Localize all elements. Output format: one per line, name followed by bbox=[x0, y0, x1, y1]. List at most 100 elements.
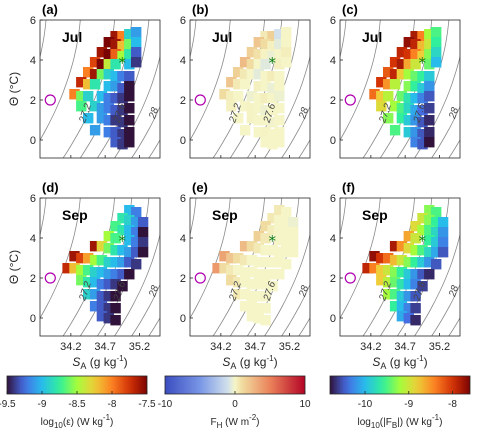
y-tick-label: 6 bbox=[180, 15, 186, 27]
heatmap-cell bbox=[69, 251, 80, 262]
heatmap-cell bbox=[219, 251, 230, 262]
heatmap-cell bbox=[137, 247, 149, 258]
heatmap-cell bbox=[403, 279, 414, 290]
heatmap-cell bbox=[260, 93, 271, 104]
x-tick-label: 34.7 bbox=[94, 341, 115, 353]
heatmap-cell bbox=[124, 269, 135, 280]
heatmap-cell bbox=[267, 269, 278, 280]
heatmap-cell bbox=[274, 29, 285, 40]
panel-plot-area: 27.2 27.6 28 bbox=[40, 198, 161, 336]
heatmap-cell bbox=[69, 89, 80, 100]
heatmap-cell bbox=[274, 49, 285, 60]
heatmap-cell bbox=[260, 233, 271, 244]
isopycnal-label: 28 bbox=[297, 106, 311, 121]
heatmap-cell bbox=[396, 255, 408, 266]
isopycnal-line bbox=[298, 317, 310, 336]
heatmap-cell bbox=[117, 31, 128, 42]
heatmap-cell bbox=[431, 247, 442, 258]
heatmap-cell bbox=[410, 31, 421, 42]
heatmap-cell bbox=[83, 79, 94, 90]
heatmap-cell bbox=[246, 59, 258, 70]
heatmap-cell bbox=[239, 241, 251, 252]
heatmap-cell bbox=[239, 255, 251, 266]
heatmap-cell bbox=[376, 253, 387, 264]
isopycnal-line bbox=[340, 198, 347, 237]
heatmap-cell bbox=[96, 291, 108, 302]
heatmap-cell bbox=[403, 303, 414, 314]
heatmap-cell bbox=[410, 245, 421, 256]
heatmap-cell bbox=[124, 247, 135, 258]
heatmap-cell bbox=[431, 37, 442, 48]
heatmap-cell bbox=[437, 237, 449, 248]
colorbar-label: log10(ε) (W kg-1) bbox=[41, 413, 114, 430]
y-tick-label: 0 bbox=[330, 313, 336, 325]
heatmap-cell bbox=[110, 105, 121, 116]
heatmap-cell bbox=[267, 41, 278, 52]
heatmap-cell bbox=[96, 47, 108, 58]
heatmap-cell bbox=[410, 93, 421, 104]
heatmap-cell bbox=[110, 93, 121, 104]
axes-frame bbox=[39, 19, 161, 159]
heatmap-cell bbox=[274, 39, 285, 50]
heatmap-cell bbox=[253, 93, 264, 104]
heatmap-cell bbox=[403, 313, 414, 324]
isopycnal-line bbox=[264, 233, 310, 336]
heatmap-cell bbox=[103, 231, 114, 242]
month-label: Sep bbox=[212, 207, 238, 223]
isopycnal-line bbox=[452, 3, 500, 178]
heatmap-cell bbox=[410, 315, 421, 326]
axes-frame bbox=[189, 19, 311, 159]
heatmap-cell bbox=[383, 79, 394, 90]
heatmap-cell bbox=[110, 59, 121, 70]
heatmap-cell bbox=[137, 217, 149, 228]
heatmap-cell bbox=[376, 275, 387, 286]
heatmap-cell bbox=[389, 101, 401, 112]
heatmap-cell bbox=[424, 91, 435, 102]
isopycnal-line bbox=[298, 139, 310, 158]
heatmap-cell bbox=[253, 257, 264, 268]
heatmap-cell bbox=[403, 103, 414, 114]
isopycnal-line bbox=[114, 233, 160, 336]
heatmap-cell bbox=[89, 57, 101, 68]
heatmap-cell bbox=[417, 225, 428, 236]
heatmap-cell bbox=[131, 207, 142, 218]
heatmap-cell bbox=[424, 247, 435, 258]
circle-marker bbox=[344, 272, 356, 284]
isopycnal-label: 28 bbox=[147, 284, 161, 299]
heatmap-cell bbox=[403, 93, 414, 104]
heatmap-cell bbox=[131, 57, 142, 68]
heatmap-cell bbox=[417, 117, 428, 128]
y-tick-label: 6 bbox=[180, 193, 186, 205]
y-tick-label: 2 bbox=[330, 95, 336, 107]
axes-frame bbox=[339, 19, 461, 159]
heatmap-cell bbox=[403, 49, 414, 60]
axes-frame bbox=[39, 197, 161, 337]
heatmap-cell bbox=[260, 221, 271, 232]
heatmap-cell bbox=[396, 301, 408, 312]
y-tick-label: 2 bbox=[30, 273, 36, 285]
heatmap-cell bbox=[212, 263, 223, 274]
heatmap-cell bbox=[83, 277, 94, 288]
heatmap-cell bbox=[110, 303, 121, 314]
heatmap-cell bbox=[389, 241, 401, 252]
heatmap-cell bbox=[274, 257, 285, 268]
heatmap-cell bbox=[287, 247, 299, 258]
heatmap-cell bbox=[226, 101, 237, 112]
heatmap-cell bbox=[103, 37, 114, 48]
heatmap-cell bbox=[96, 311, 108, 322]
heatmap-cell bbox=[431, 217, 442, 228]
heatmap-cell bbox=[110, 81, 121, 92]
heatmap-cell bbox=[246, 255, 258, 266]
heatmap-cell bbox=[246, 279, 258, 290]
y-tick-label: 6 bbox=[330, 15, 336, 27]
heatmap-cell bbox=[417, 129, 428, 140]
heatmap-cell bbox=[267, 31, 278, 42]
heatmap-cell bbox=[267, 51, 278, 62]
heatmap-cell bbox=[233, 113, 244, 124]
heatmap-cell bbox=[424, 235, 435, 246]
isopycnal-line bbox=[431, 283, 460, 336]
heatmap-cell bbox=[274, 81, 285, 92]
heatmap-cell bbox=[103, 59, 114, 70]
heatmap-cell bbox=[117, 71, 128, 82]
